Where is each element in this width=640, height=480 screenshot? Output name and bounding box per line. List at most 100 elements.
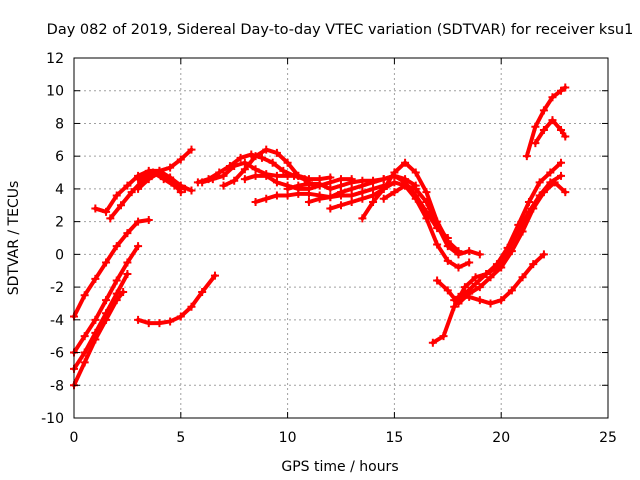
data-point bbox=[134, 175, 143, 184]
data-point bbox=[471, 279, 480, 288]
series-trace bbox=[435, 180, 568, 306]
data-point bbox=[548, 93, 557, 102]
data-point bbox=[166, 317, 175, 326]
data-point bbox=[529, 204, 538, 213]
data-point bbox=[80, 332, 89, 341]
data-point bbox=[557, 126, 566, 134]
data-point bbox=[465, 292, 474, 301]
data-point bbox=[522, 152, 531, 161]
data-point bbox=[91, 274, 100, 283]
data-series bbox=[70, 83, 570, 390]
data-point bbox=[531, 139, 540, 148]
data-point bbox=[176, 312, 185, 321]
data-point bbox=[548, 116, 557, 125]
data-point bbox=[210, 271, 219, 280]
data-point bbox=[454, 292, 463, 301]
x-axis: 0 5 10 15 20 25 bbox=[70, 58, 617, 446]
series-s4 bbox=[70, 270, 132, 373]
data-point bbox=[102, 296, 111, 305]
data-point bbox=[240, 165, 249, 174]
data-point bbox=[531, 122, 540, 131]
series-trace bbox=[72, 290, 126, 388]
data-point bbox=[347, 198, 356, 206]
data-point bbox=[507, 286, 516, 295]
y-axis: -10 -8 -6 -4 -2 0 2 4 6 8 10 12 bbox=[41, 51, 608, 427]
y-tick-label: -6 bbox=[50, 346, 64, 362]
series-trace bbox=[72, 218, 151, 319]
data-point bbox=[315, 180, 324, 188]
series-s25 bbox=[531, 116, 570, 148]
data-point bbox=[112, 191, 121, 200]
plot-frame bbox=[73, 57, 609, 419]
data-point bbox=[518, 227, 527, 236]
data-point bbox=[272, 178, 281, 187]
data-point bbox=[439, 332, 448, 341]
data-point bbox=[486, 273, 495, 282]
data-point bbox=[433, 240, 442, 249]
series-s12 bbox=[219, 145, 313, 190]
data-point bbox=[443, 242, 452, 251]
data-point bbox=[134, 184, 143, 193]
data-point bbox=[279, 166, 288, 175]
data-point bbox=[283, 184, 292, 193]
data-point bbox=[475, 283, 484, 292]
data-point bbox=[102, 258, 111, 267]
data-point bbox=[539, 250, 548, 259]
data-point bbox=[240, 175, 249, 184]
data-point bbox=[492, 260, 501, 269]
data-point bbox=[283, 158, 292, 167]
data-point bbox=[497, 263, 506, 272]
data-point bbox=[486, 299, 495, 308]
data-point bbox=[433, 220, 442, 229]
grid bbox=[74, 58, 608, 418]
data-point bbox=[454, 263, 463, 272]
data-point bbox=[411, 168, 420, 177]
series-s21 bbox=[433, 178, 570, 308]
data-point bbox=[91, 204, 100, 213]
data-point bbox=[251, 198, 260, 206]
data-point bbox=[358, 214, 367, 223]
data-point bbox=[390, 168, 399, 177]
data-point bbox=[518, 273, 527, 282]
data-point bbox=[166, 163, 175, 172]
data-point bbox=[546, 168, 555, 177]
data-point bbox=[91, 315, 100, 324]
data-point bbox=[251, 152, 260, 161]
series-trace bbox=[93, 168, 194, 214]
x-tick-label: 25 bbox=[599, 430, 617, 446]
data-point bbox=[251, 171, 260, 180]
data-point bbox=[262, 171, 271, 180]
data-point bbox=[262, 194, 271, 203]
series-s22 bbox=[450, 158, 566, 305]
y-tick-label: 0 bbox=[55, 247, 64, 263]
data-point bbox=[390, 188, 399, 197]
series-s24 bbox=[522, 83, 570, 161]
data-point bbox=[304, 189, 313, 198]
data-point bbox=[337, 201, 345, 210]
data-point bbox=[539, 126, 548, 134]
data-point bbox=[102, 309, 111, 318]
data-point bbox=[507, 247, 516, 256]
series-trace bbox=[381, 183, 482, 257]
chart-title: Day 082 of 2019, Sidereal Day-to-day VTE… bbox=[47, 22, 634, 38]
data-point bbox=[482, 270, 491, 278]
data-point bbox=[379, 194, 388, 203]
data-point bbox=[433, 276, 442, 285]
data-point bbox=[176, 155, 185, 164]
data-point bbox=[230, 176, 239, 185]
data-point bbox=[134, 315, 143, 324]
data-point bbox=[454, 250, 463, 259]
data-point bbox=[411, 184, 420, 193]
data-point bbox=[283, 171, 292, 180]
data-point bbox=[198, 178, 207, 187]
data-point bbox=[475, 250, 484, 259]
data-point bbox=[326, 204, 335, 213]
data-point bbox=[422, 198, 431, 206]
x-tick-label: 0 bbox=[70, 430, 79, 446]
data-point bbox=[230, 162, 239, 170]
data-point bbox=[219, 171, 228, 180]
data-point bbox=[401, 181, 410, 190]
data-point bbox=[422, 214, 431, 223]
x-tick-label: 10 bbox=[279, 430, 297, 446]
data-point bbox=[557, 86, 566, 95]
